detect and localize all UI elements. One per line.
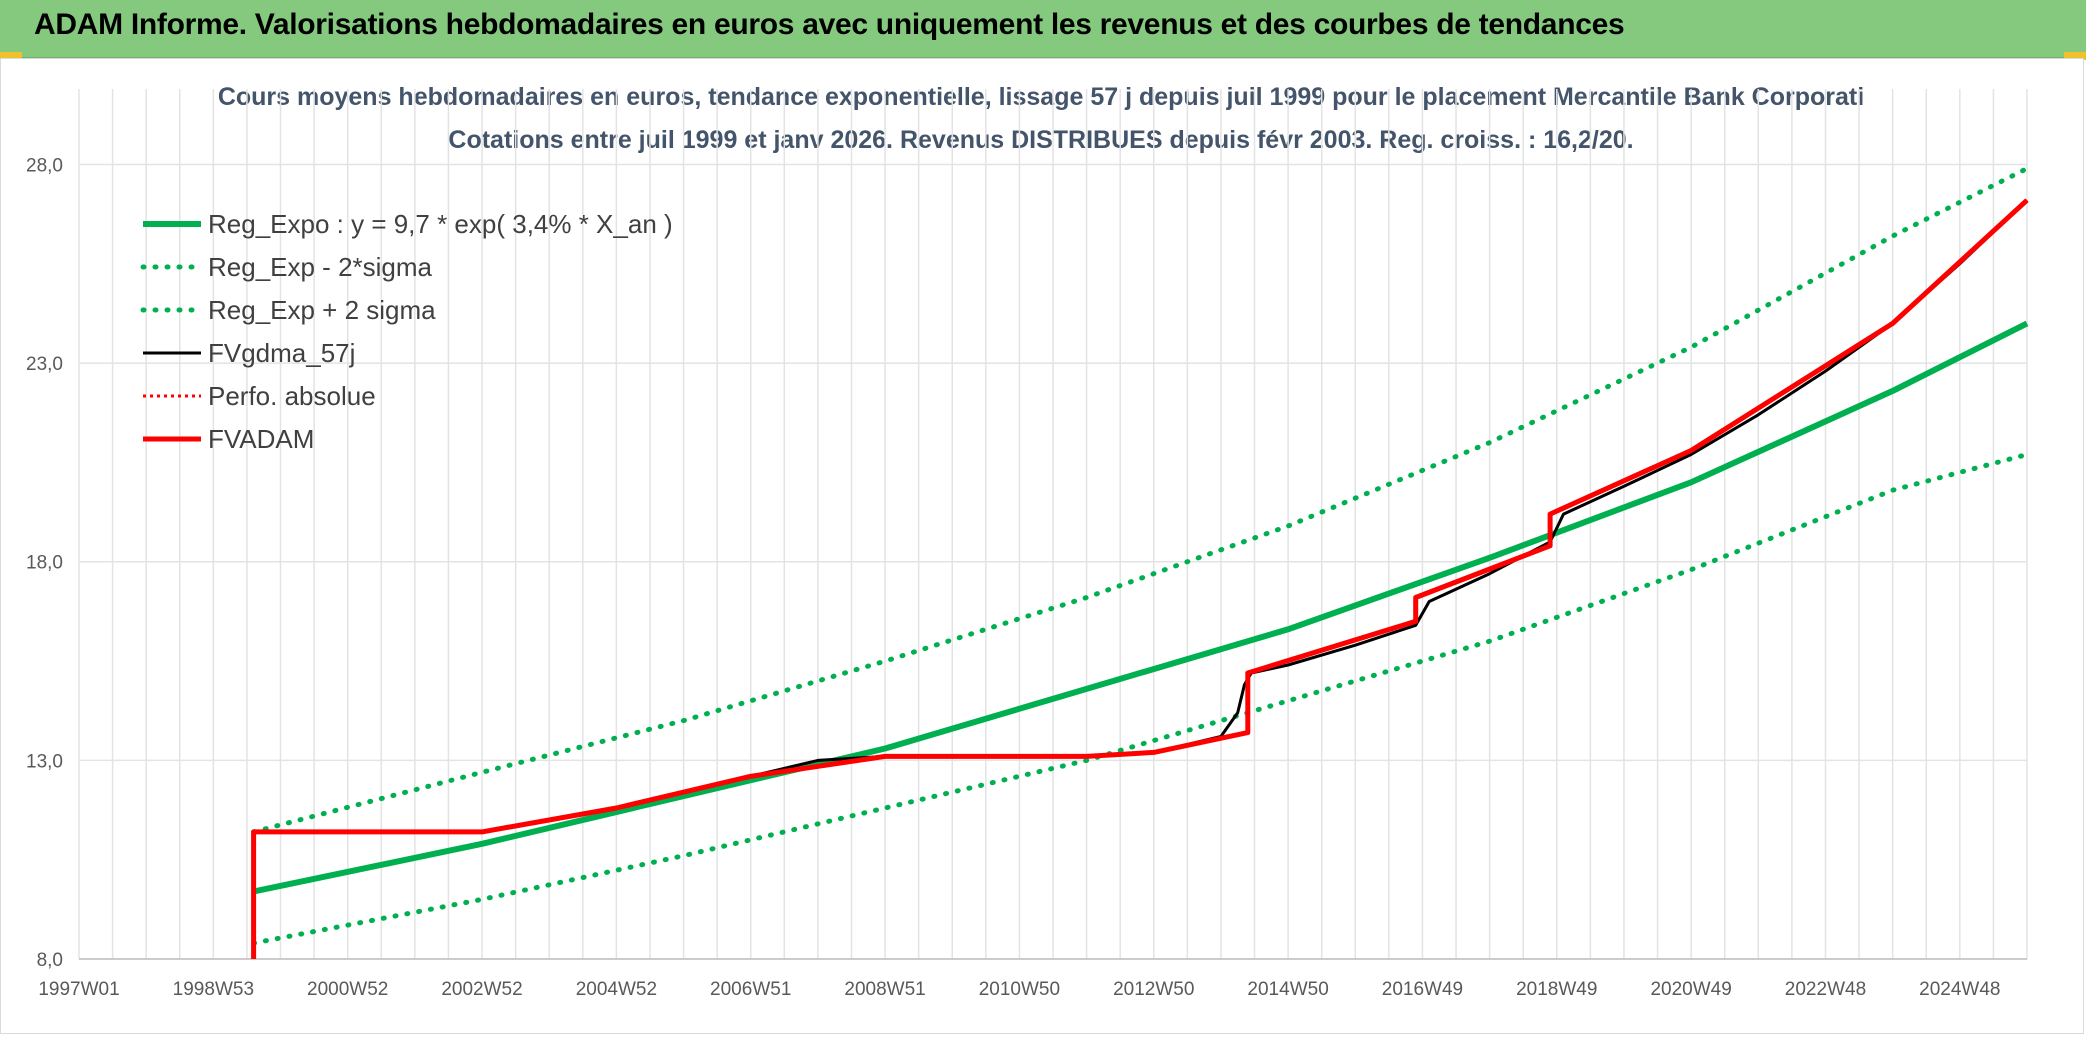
- corner-marker-right: [2064, 52, 2086, 60]
- series-lines: [251, 166, 2030, 959]
- corner-marker-left: [0, 52, 22, 60]
- x-tick-label: 2000W52: [307, 979, 388, 1000]
- series-line-1: [251, 452, 2030, 946]
- chart-title: Cours moyens hebdomadaires en euros, ten…: [218, 83, 1864, 111]
- legend-label: FVADAM: [208, 424, 314, 454]
- legend: Reg_Expo : y = 9,7 * exp( 3,4% * X_an ) R…: [140, 209, 673, 454]
- y-tick-label: 18,0: [26, 553, 63, 574]
- header-bar: ADAM Informe. Valorisations hebdomadaire…: [0, 0, 2086, 58]
- x-tick-label: 1998W53: [173, 979, 254, 1000]
- x-tick-label: 2022W48: [1785, 979, 1866, 1000]
- chart-subtitle: Cotations entre juil 1999 et janv 2026. …: [448, 126, 1633, 154]
- y-tick-label: 28,0: [26, 155, 63, 176]
- series-line-3: [253, 199, 2029, 834]
- x-tick-label: 2018W49: [1516, 979, 1597, 1000]
- x-tick-label: 2016W49: [1382, 979, 1463, 1000]
- y-tick-label: 8,0: [37, 950, 63, 971]
- legend-label: FVgdma_57j: [208, 338, 355, 368]
- series-line-5: [251, 198, 2029, 959]
- series-line-2: [251, 166, 2030, 835]
- legend-label: Reg_Exp - 2*sigma: [208, 252, 433, 282]
- chart-area: Cours moyens hebdomadaires en euros, ten…: [0, 58, 2084, 1034]
- x-tick-label: 2014W50: [1247, 979, 1328, 1000]
- x-tick-label: 2010W50: [979, 979, 1060, 1000]
- x-tick-label: 1997W01: [38, 979, 119, 1000]
- legend-label: Perfo. absolue: [208, 381, 376, 411]
- axes: 8,0 13,0 18,0 23,0 28,0 1997W01 1998W53 2000W52…: [26, 155, 2027, 1000]
- x-tick-label: 2008W51: [844, 979, 925, 1000]
- y-tick-label: 13,0: [26, 751, 63, 772]
- chart-svg: Cours moyens hebdomadaires en euros, ten…: [26, 83, 2030, 1000]
- legend-label: Reg_Expo : y = 9,7 * exp( 3,4% * X_an ): [208, 209, 673, 239]
- legend-label: Reg_Exp + 2 sigma: [208, 295, 436, 325]
- x-tick-label: 2006W51: [710, 979, 791, 1000]
- x-tick-label: 2004W52: [576, 979, 657, 1000]
- page-title: ADAM Informe. Valorisations hebdomadaire…: [34, 8, 1625, 41]
- y-tick-label: 23,0: [26, 354, 63, 375]
- x-tick-label: 2002W52: [441, 979, 522, 1000]
- series-line-0: [252, 320, 2029, 895]
- x-tick-label: 2020W49: [1650, 979, 1731, 1000]
- x-tick-label: 2012W50: [1113, 979, 1194, 1000]
- grid-lines: [78, 89, 2028, 960]
- x-tick-label: 2024W48: [1919, 979, 2000, 1000]
